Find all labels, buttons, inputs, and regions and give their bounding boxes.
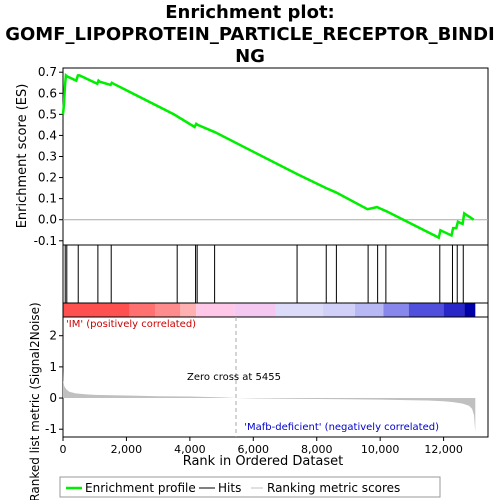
es-y-tick-label: 0.0 — [38, 213, 57, 227]
hits-panel-frame — [62, 244, 489, 304]
x-tick-label: 0 — [60, 443, 67, 456]
legend-frame — [59, 476, 441, 498]
color-bar-segment — [383, 303, 409, 317]
x-tick-label: 12,000 — [424, 443, 463, 456]
es-y-ticks: -0.1 0.0 0.1 0.2 0.3 0.4 0.5 0.6 0.7 — [34, 65, 63, 248]
metric-x-ticks: 0 2,000 4,000 6,000 8,000 10,000 12,000 — [60, 437, 463, 456]
es-y-tick-label: 0.3 — [38, 150, 57, 164]
metric-y-ticks: -1 0 1 2 — [45, 329, 63, 436]
positive-correlation-label: 'IM' (positively correlated) — [66, 319, 196, 330]
chart-title: Enrichment plot: GOMF_LIPOPROTEIN_PARTIC… — [0, 2, 500, 68]
color-bar-segments — [63, 303, 476, 317]
color-bar-segment — [354, 303, 384, 317]
color-bar-segment — [464, 303, 476, 317]
color-bar-segment — [234, 303, 276, 317]
x-tick-label: 10,000 — [361, 443, 400, 456]
chart-title-line-1: Enrichment plot: — [165, 2, 335, 23]
x-tick-label: 6,000 — [238, 443, 270, 456]
color-bar-segment — [154, 303, 181, 317]
metric-y-axis-label: Ranked list metric (Signal2Noise) — [28, 302, 42, 500]
es-y-tick-label: 0.5 — [38, 107, 57, 121]
color-bar-segment — [63, 303, 130, 317]
es-y-tick-label: 0.4 — [38, 128, 57, 142]
es-y-tick-label: -0.1 — [34, 234, 57, 248]
es-y-tick-label: 0.2 — [38, 171, 57, 185]
color-bar-segment — [408, 303, 444, 317]
color-bar-segment — [180, 303, 197, 317]
legend-enrichment-profile: Enrichment profile — [85, 481, 196, 495]
color-bar-segment — [196, 303, 235, 317]
metric-y-tick-label: 0 — [49, 391, 57, 405]
hits-panel — [62, 244, 489, 304]
x-axis-label: Rank in Ordered Dataset — [183, 454, 344, 469]
es-y-tick-label: 0.6 — [38, 86, 57, 100]
metric-y-tick-label: 1 — [49, 360, 57, 374]
color-bar-segment — [129, 303, 155, 317]
rank-color-bar — [62, 302, 489, 318]
es-y-tick-label: 0.1 — [38, 192, 57, 206]
legend-ranking-metric-scores: Ranking metric scores — [267, 481, 400, 495]
legend-hits: Hits — [218, 481, 241, 495]
hits-lines — [64, 245, 464, 303]
metric-y-tick-label: 2 — [49, 329, 57, 343]
es-panel-frame — [62, 67, 489, 246]
zero-cross-label: Zero cross at 5455 — [187, 372, 281, 383]
x-tick-label: 8,000 — [301, 443, 333, 456]
es-y-tick-label: 0.7 — [38, 65, 57, 79]
es-panel: -0.1 0.0 0.1 0.2 0.3 0.4 0.5 0.6 0.7 Enrichment … — [15, 65, 489, 248]
color-bar-segment — [323, 303, 355, 317]
es-y-axis-label: Enrichment score (ES) — [15, 84, 30, 229]
x-tick-label: 4,000 — [174, 443, 206, 456]
x-tick-label: 2,000 — [111, 443, 143, 456]
chart-title-line-3: NG — [235, 46, 265, 67]
color-bar-segment — [275, 303, 324, 317]
metric-y-tick-label: -1 — [45, 422, 57, 436]
enrichment-profile-line — [61, 72, 475, 240]
legend: Enrichment profile Hits Ranking metric s… — [59, 476, 441, 498]
color-bar-segment — [443, 303, 465, 317]
chart-title-line-2: GOMF_LIPOPROTEIN_PARTICLE_RECEPTOR_BINDI — [5, 24, 495, 45]
negative-correlation-label: 'Mafb-deficient' (negatively correlated) — [244, 422, 439, 433]
